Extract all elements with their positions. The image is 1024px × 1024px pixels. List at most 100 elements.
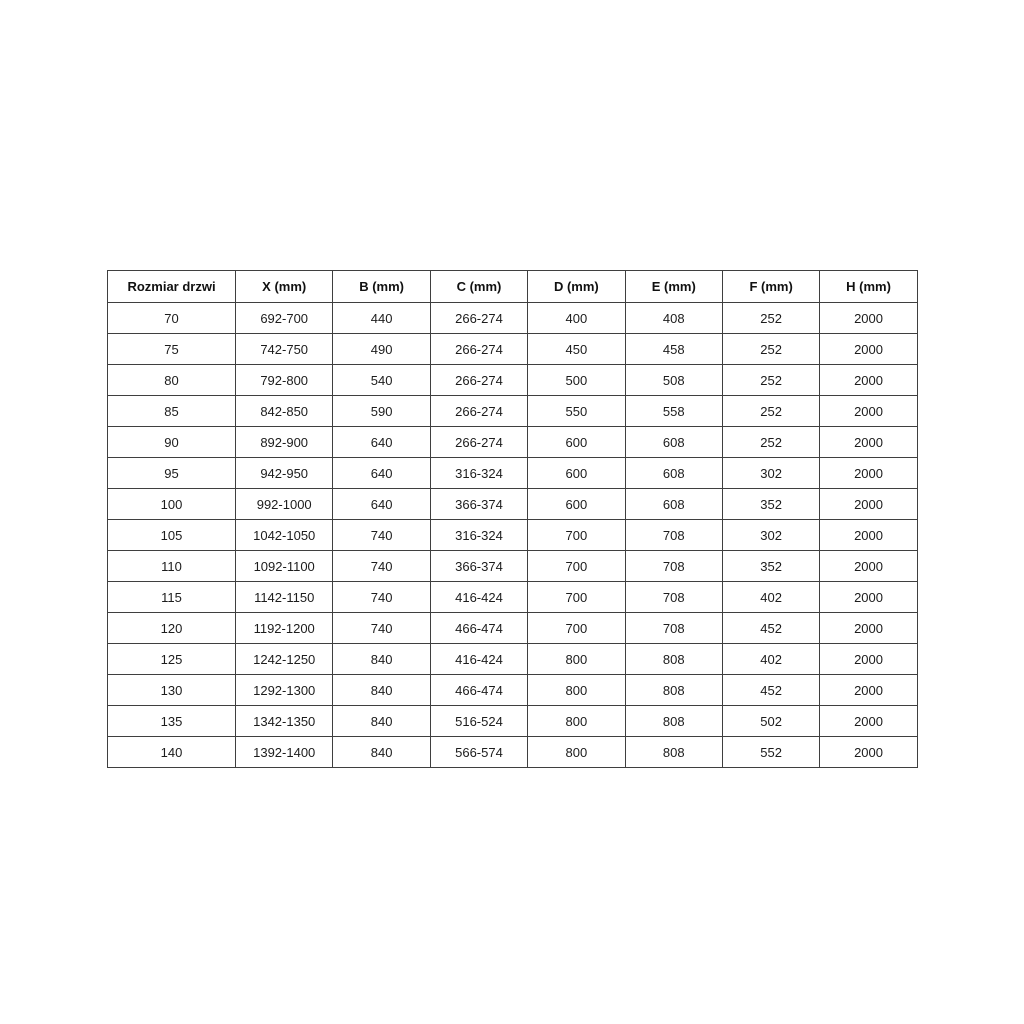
table-cell: 366-374 — [429, 488, 529, 520]
table-cell: 1342-1350 — [234, 705, 334, 737]
table-cell: 1092-1100 — [234, 550, 334, 582]
table-cell: 800 — [527, 705, 626, 737]
table-cell: 740 — [332, 550, 431, 582]
table-cell: 266-274 — [429, 364, 529, 396]
table-row: 85 842-850 590 266-274 550 558 252 2000 — [107, 395, 918, 427]
table-cell: 608 — [624, 488, 723, 520]
table-cell: 892-900 — [234, 426, 334, 458]
table-cell: 942-950 — [234, 457, 334, 489]
table-header-row: Rozmiar drzwi X (mm) B (mm) C (mm) D (mm) E (… — [107, 270, 918, 303]
table-cell: 100 — [107, 488, 236, 520]
table-cell: 2000 — [819, 736, 918, 768]
table-cell: 2000 — [819, 674, 918, 706]
table-row: 95 942-950 640 316-324 600 608 302 2000 — [107, 457, 918, 489]
table-cell: 550 — [527, 395, 626, 427]
table-cell: 252 — [721, 302, 821, 334]
table-cell: 352 — [721, 550, 821, 582]
table-cell: 842-850 — [234, 395, 334, 427]
table-cell: 808 — [624, 643, 723, 675]
table-cell: 90 — [107, 426, 236, 458]
table-cell: 115 — [107, 581, 236, 613]
table-cell: 466-474 — [429, 612, 529, 644]
table-cell: 466-474 — [429, 674, 529, 706]
table-cell: 2000 — [819, 550, 918, 582]
table-cell: 440 — [332, 302, 431, 334]
table-cell: 2000 — [819, 333, 918, 365]
table-cell: 95 — [107, 457, 236, 489]
table-cell: 2000 — [819, 581, 918, 613]
table-row: 105 1042-1050 740 316-324 700 708 302 2000 — [107, 519, 918, 551]
table-cell: 700 — [527, 550, 626, 582]
column-header: X (mm) — [234, 270, 334, 303]
table-cell: 700 — [527, 519, 626, 551]
table-row: 90 892-900 640 266-274 600 608 252 2000 — [107, 426, 918, 458]
table-cell: 740 — [332, 581, 431, 613]
table-cell: 450 — [527, 333, 626, 365]
table-cell: 2000 — [819, 364, 918, 396]
table-cell: 2000 — [819, 395, 918, 427]
table-cell: 600 — [527, 426, 626, 458]
table-cell: 2000 — [819, 488, 918, 520]
table-row: 115 1142-1150 740 416-424 700 708 402 2000 — [107, 581, 918, 613]
table-cell: 252 — [721, 333, 821, 365]
table-cell: 1192-1200 — [234, 612, 334, 644]
table-cell: 302 — [721, 519, 821, 551]
spec-table-container: Rozmiar drzwi X (mm) B (mm) C (mm) D (mm) E (… — [107, 270, 918, 768]
table-cell: 608 — [624, 426, 723, 458]
table-row: 100 992-1000 640 366-374 600 608 352 2000 — [107, 488, 918, 520]
table-cell: 416-424 — [429, 581, 529, 613]
table-cell: 600 — [527, 457, 626, 489]
table-cell: 125 — [107, 643, 236, 675]
column-header: Rozmiar drzwi — [107, 270, 236, 303]
table-cell: 408 — [624, 302, 723, 334]
table-cell: 2000 — [819, 426, 918, 458]
table-cell: 840 — [332, 674, 431, 706]
table-cell: 252 — [721, 426, 821, 458]
column-header: D (mm) — [527, 270, 626, 303]
table-cell: 502 — [721, 705, 821, 737]
table-cell: 135 — [107, 705, 236, 737]
table-cell: 402 — [721, 581, 821, 613]
table-cell: 742-750 — [234, 333, 334, 365]
table-cell: 558 — [624, 395, 723, 427]
table-cell: 708 — [624, 519, 723, 551]
table-cell: 140 — [107, 736, 236, 768]
table-header: Rozmiar drzwi X (mm) B (mm) C (mm) D (mm) E (… — [107, 270, 918, 303]
table-cell: 508 — [624, 364, 723, 396]
table-cell: 608 — [624, 457, 723, 489]
table-cell: 800 — [527, 736, 626, 768]
table-cell: 700 — [527, 581, 626, 613]
table-cell: 700 — [527, 612, 626, 644]
table-cell: 800 — [527, 643, 626, 675]
table-cell: 640 — [332, 488, 431, 520]
table-cell: 2000 — [819, 705, 918, 737]
table-cell: 640 — [332, 426, 431, 458]
table-cell: 708 — [624, 581, 723, 613]
table-cell: 2000 — [819, 457, 918, 489]
table-cell: 640 — [332, 457, 431, 489]
table-cell: 130 — [107, 674, 236, 706]
table-row: 70 692-700 440 266-274 400 408 252 2000 — [107, 302, 918, 334]
table-cell: 490 — [332, 333, 431, 365]
column-header: C (mm) — [429, 270, 529, 303]
table-cell: 992-1000 — [234, 488, 334, 520]
table-cell: 80 — [107, 364, 236, 396]
table-cell: 266-274 — [429, 395, 529, 427]
table-row: 125 1242-1250 840 416-424 800 808 402 2000 — [107, 643, 918, 675]
table-cell: 2000 — [819, 519, 918, 551]
table-cell: 516-524 — [429, 705, 529, 737]
table-cell: 252 — [721, 395, 821, 427]
table-cell: 1142-1150 — [234, 581, 334, 613]
table-cell: 252 — [721, 364, 821, 396]
table-cell: 458 — [624, 333, 723, 365]
column-header: E (mm) — [624, 270, 723, 303]
table-cell: 70 — [107, 302, 236, 334]
table-cell: 740 — [332, 612, 431, 644]
table-cell: 692-700 — [234, 302, 334, 334]
table-row: 130 1292-1300 840 466-474 800 808 452 2000 — [107, 674, 918, 706]
table-cell: 75 — [107, 333, 236, 365]
table-cell: 1042-1050 — [234, 519, 334, 551]
table-cell: 266-274 — [429, 333, 529, 365]
table-cell: 808 — [624, 705, 723, 737]
